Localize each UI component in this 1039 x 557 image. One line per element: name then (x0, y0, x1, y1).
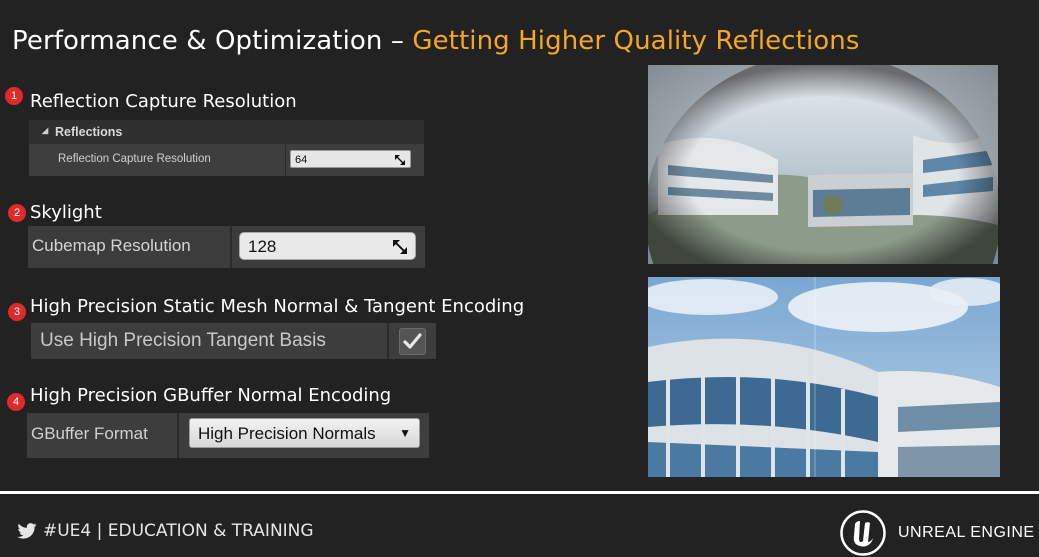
section-number-badge: 4 (7, 393, 25, 411)
reflection-capture-resolution-input[interactable]: 64 (290, 150, 411, 168)
property-label: Use High Precision Tangent Basis (40, 330, 326, 351)
twitter-icon (17, 523, 37, 539)
column-divider[interactable] (230, 226, 232, 268)
slide-title: Performance & Optimization – Getting Hig… (12, 26, 860, 56)
dropdown-value: High Precision Normals (198, 424, 376, 443)
column-divider[interactable] (285, 145, 286, 176)
cubemap-resolution-input[interactable]: 128 (239, 232, 416, 260)
property-row: Reflection Capture Resolution 64 (29, 145, 424, 176)
footer-left-text: #UE4 | EDUCATION & TRAINING (43, 521, 314, 541)
column-divider[interactable] (387, 323, 389, 359)
dropdown-caret-icon: ▼ (399, 426, 411, 440)
reflections-category-header[interactable]: ◢ Reflections (29, 120, 424, 144)
spinner-arrows-icon[interactable] (393, 240, 407, 254)
tangent-basis-details-panel: Use High Precision Tangent Basis (31, 323, 436, 359)
section-label-gbuffer-encoding: High Precision GBuffer Normal Encoding (30, 385, 392, 406)
section-number-badge: 1 (5, 87, 23, 105)
collapse-triangle-icon[interactable]: ◢ (42, 126, 49, 135)
property-label: Cubemap Resolution (32, 236, 191, 255)
use-high-precision-tangent-checkbox[interactable] (399, 328, 426, 355)
field-value: 128 (248, 237, 277, 256)
unreal-engine-logo-icon (840, 510, 886, 556)
skylight-details-panel: Cubemap Resolution 128 (28, 226, 425, 268)
section-label-reflection-capture: Reflection Capture Resolution (30, 91, 297, 112)
title-main: Performance & Optimization – (12, 26, 413, 56)
spinner-arrows-icon[interactable] (395, 155, 405, 165)
section-label-static-mesh-encoding: High Precision Static Mesh Normal & Tang… (30, 296, 525, 317)
field-value: 64 (295, 154, 308, 166)
section-number-badge: 2 (8, 204, 26, 222)
checkmark-icon (403, 333, 422, 349)
gbuffer-format-dropdown[interactable]: High Precision Normals ▼ (189, 418, 420, 448)
title-highlight: Getting Higher Quality Reflections (412, 26, 860, 56)
section-number-badge: 3 (8, 303, 26, 321)
footer-divider (0, 491, 1039, 494)
blurry-reflection-closeup-image (648, 277, 1000, 477)
property-label: GBuffer Format (31, 424, 148, 443)
gbuffer-details-panel: GBuffer Format High Precision Normals ▼ (27, 413, 429, 458)
reflections-details-panel: ◢ Reflections Reflection Capture Resolut… (29, 120, 424, 176)
category-label: Reflections (55, 125, 123, 139)
column-divider[interactable] (177, 413, 179, 458)
section-label-skylight: Skylight (30, 202, 102, 223)
property-label: Reflection Capture Resolution (58, 153, 211, 165)
footer-right-text: UNREAL ENGINE (898, 524, 1035, 541)
chrome-sphere-reflection-image (648, 65, 998, 264)
